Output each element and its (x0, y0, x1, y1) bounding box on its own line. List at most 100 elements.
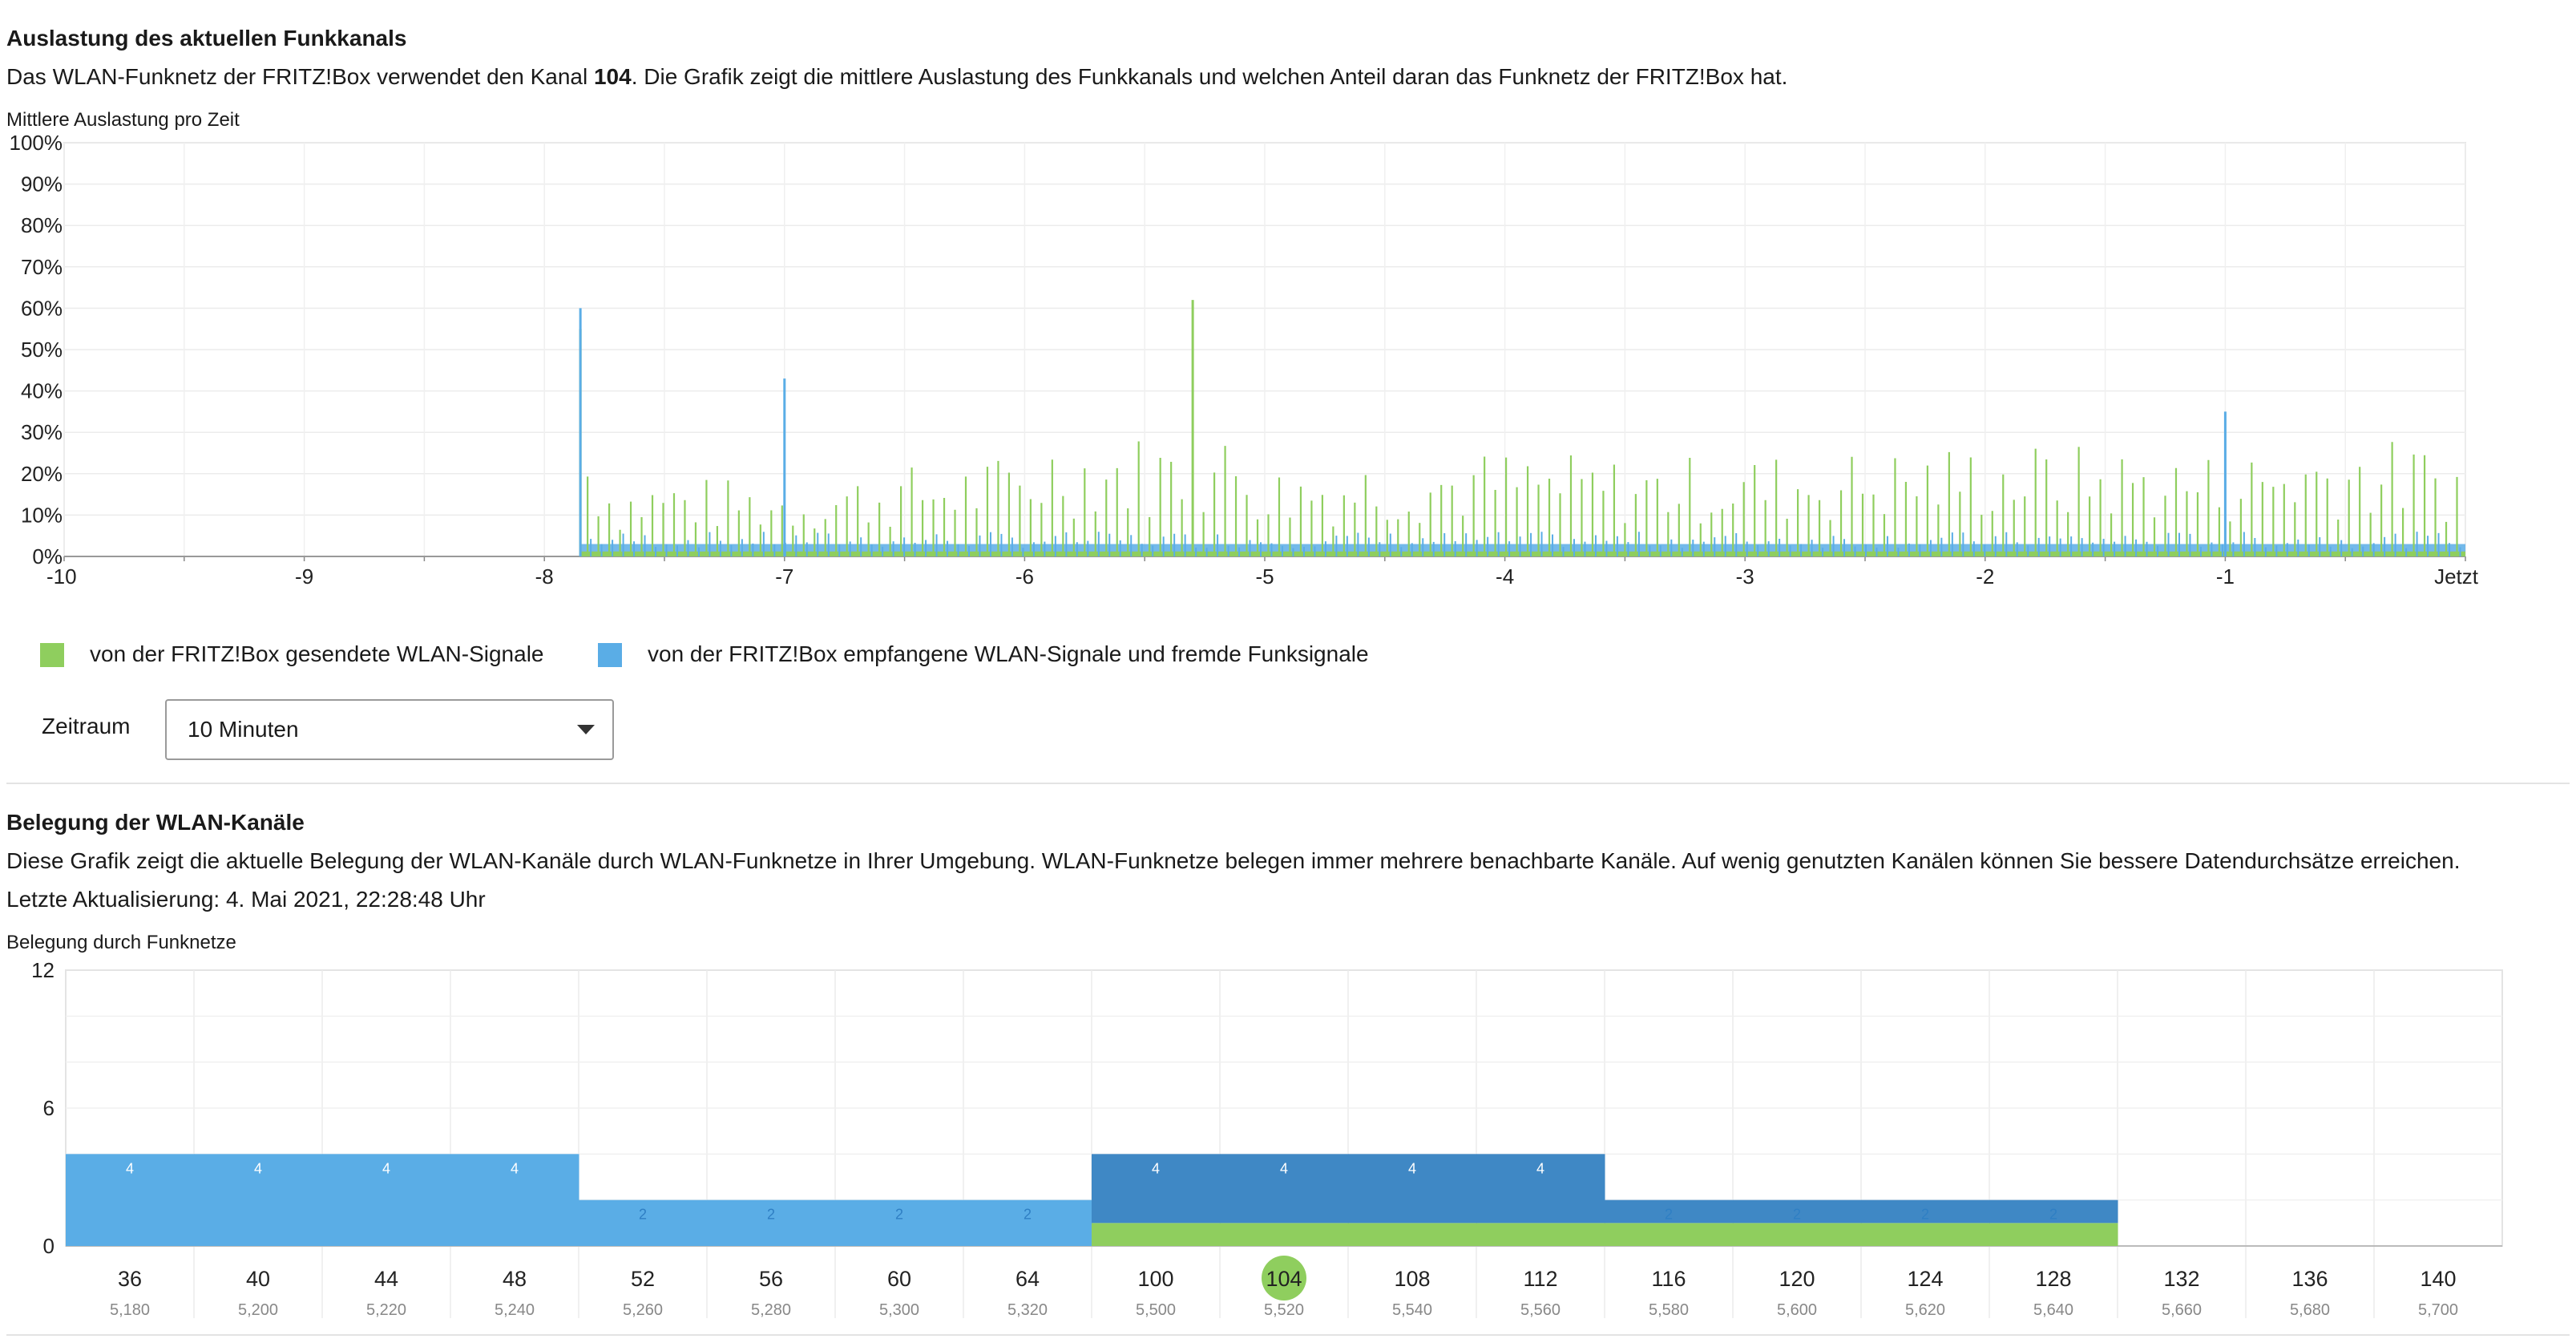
zeitraum-select-value: 10 Minuten (188, 717, 299, 742)
y-tick-label: 90% (21, 172, 63, 196)
desc-pre: Das WLAN-Funknetz der FRITZ!Box verwende… (6, 64, 594, 89)
channel-bar-segment (1476, 1154, 1605, 1224)
channel-bar-segment (194, 1154, 323, 1246)
channel-bar-segment (1989, 1223, 2118, 1246)
channel-number: 120 (1779, 1267, 1815, 1291)
chart-caption-channels: Belegung durch Funknetze (6, 932, 236, 953)
channel-bar-label: 2 (639, 1207, 647, 1223)
channel-frequency: 5,500 (1136, 1301, 1176, 1319)
channel-bar-label: 4 (511, 1160, 519, 1176)
y-tick-label: 10% (21, 503, 63, 527)
channel-number: 136 (2291, 1267, 2328, 1291)
y-tick-label: 12 (31, 958, 55, 982)
channel-bar-label: 4 (1536, 1160, 1544, 1176)
channel-number: 132 (2163, 1267, 2199, 1291)
y-tick-label: 20% (21, 462, 63, 486)
zeitraum-select[interactable]: 10 Minuten (165, 699, 614, 760)
channel-bar-label: 4 (254, 1160, 262, 1176)
channel-frequency: 5,260 (623, 1301, 663, 1319)
utilization-chart: 0% 10% 20% 30% 40% 50% 60% 70% 80% 90% 100% -10 -9 -… (10, 131, 2479, 589)
series-sent-baseline (580, 551, 2465, 556)
section-heading-channels: Belegung der WLAN-Kanäle (6, 810, 305, 835)
channel-bar-segment (963, 1199, 1092, 1246)
channel-bar-label: 4 (382, 1160, 390, 1176)
channel-number: 140 (2420, 1267, 2456, 1291)
channel-number: 60 (887, 1267, 911, 1291)
legend-label-received: von der FRITZ!Box empfangene WLAN-Signal… (648, 641, 1369, 666)
channel-bar-label: 2 (1665, 1207, 1673, 1223)
channel-frequency: 5,680 (2290, 1301, 2330, 1319)
legend-label-sent: von der FRITZ!Box gesendete WLAN-Signale (90, 641, 544, 666)
x-tick-label: -1 (2216, 564, 2235, 589)
channel-frequency: 5,600 (1777, 1301, 1817, 1319)
channel-number: 124 (1907, 1267, 1943, 1291)
channel-bar-label: 2 (1793, 1207, 1801, 1223)
channel-bar-segment (1605, 1199, 1734, 1224)
section-description-channels: Diese Grafik zeigt die aktuelle Belegung… (6, 848, 2461, 873)
channel-bar-segment (1220, 1154, 1349, 1224)
channel-bar-segment (835, 1199, 964, 1246)
channel-bar-label: 4 (1408, 1160, 1416, 1176)
x-tick-label: -5 (1255, 564, 1274, 589)
channel-frequency: 5,280 (751, 1301, 791, 1319)
channel-bar-segment (1861, 1199, 1990, 1224)
zeitraum-label: Zeitraum (42, 714, 131, 738)
channel-frequency: 5,240 (495, 1301, 535, 1319)
x-tick-label: -8 (535, 564, 554, 589)
legend-swatch-received (598, 643, 622, 667)
section-heading-utilization: Auslastung des aktuellen Funkkanals (6, 26, 407, 51)
x-tick-label: -10 (46, 564, 77, 589)
x-tick-label: -2 (1976, 564, 1994, 589)
channel-number: 100 (1137, 1267, 1173, 1291)
channel-frequency: 5,580 (1649, 1301, 1689, 1319)
channel-number: 64 (1015, 1267, 1040, 1291)
x-tick-label: -9 (295, 564, 313, 589)
channel-bar-segment (1476, 1223, 1605, 1246)
channel-frequency: 5,620 (1905, 1301, 1945, 1319)
channel-number: 44 (374, 1267, 398, 1291)
channel-bar-segment (1348, 1154, 1477, 1224)
y-tick-label: 100% (10, 131, 63, 155)
x-tick-label: Jetzt (2434, 564, 2479, 589)
channel-frequency: 5,300 (879, 1301, 919, 1319)
y-tick-label: 30% (21, 420, 63, 444)
channel-frequency: 5,320 (1007, 1301, 1048, 1319)
channel-bar-label: 2 (1921, 1207, 1929, 1223)
channel-frequency: 5,640 (2033, 1301, 2073, 1319)
chevron-down-icon[interactable] (577, 725, 595, 734)
channel-number: 108 (1394, 1267, 1430, 1291)
channel-bar-segment (1092, 1223, 1221, 1246)
channel-number: 40 (246, 1267, 270, 1291)
last-update: Letzte Aktualisierung: 4. Mai 2021, 22:2… (6, 887, 486, 912)
channel-bar-segment (66, 1154, 195, 1246)
channel-bar-label: 2 (1024, 1207, 1032, 1223)
desc-channel: 104 (593, 64, 632, 89)
channel-number: 116 (1651, 1267, 1686, 1291)
channel-frequency: 5,700 (2418, 1301, 2458, 1319)
channel-bar-segment (1733, 1199, 1862, 1224)
channel-number: 56 (759, 1267, 783, 1291)
section-description-utilization: Das WLAN-Funknetz der FRITZ!Box verwende… (6, 64, 1787, 90)
channel-bar-segment (707, 1199, 836, 1246)
channel-number: 36 (118, 1267, 142, 1291)
channel-bar-label: 4 (1152, 1160, 1160, 1176)
channel-number: 48 (503, 1267, 527, 1291)
legend-swatch-sent (40, 643, 64, 667)
channel-frequency: 5,220 (366, 1301, 406, 1319)
channel-frequency: 5,180 (110, 1301, 150, 1319)
channel-bar-segment (1348, 1223, 1477, 1246)
y-tick-label: 0% (32, 544, 63, 568)
channel-frequency: 5,540 (1392, 1301, 1432, 1319)
channel-bar-segment (1220, 1223, 1349, 1246)
y-tick-label: 0 (43, 1234, 55, 1258)
channel-frequency: 5,560 (1520, 1301, 1561, 1319)
x-tick-label: -4 (1496, 564, 1514, 589)
x-tick-label: -6 (1015, 564, 1034, 589)
channel-number: 112 (1523, 1267, 1557, 1291)
channel-bar-segment (1861, 1223, 1990, 1246)
channel-bar-label: 4 (1280, 1160, 1288, 1176)
channel-bar-segment (1733, 1223, 1862, 1246)
channel-bar-label: 2 (895, 1207, 903, 1223)
channel-number: 104 (1266, 1267, 1302, 1291)
